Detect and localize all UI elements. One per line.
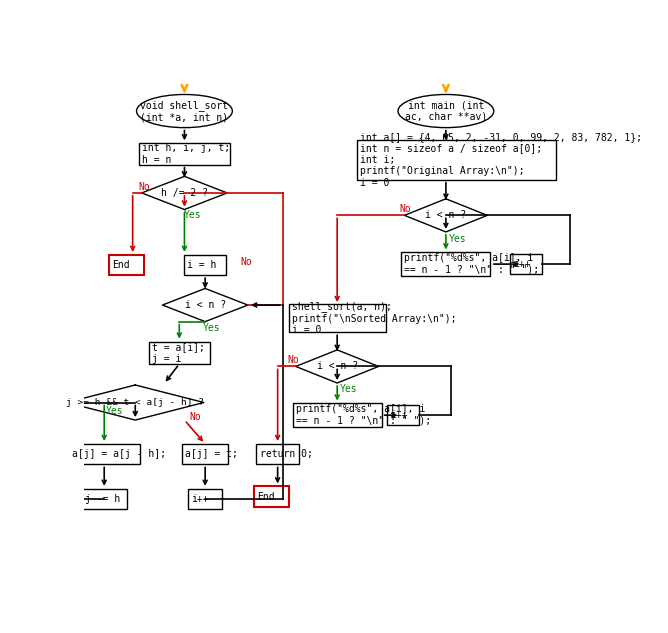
Text: a[j] = a[j - h];: a[j] = a[j - h]; [71, 449, 166, 459]
Bar [357, 140, 556, 180]
Bar [254, 486, 289, 507]
Text: j >= h && t < a[j - h] ?: j >= h && t < a[j - h] ? [66, 398, 204, 407]
Text: No: No [287, 355, 299, 365]
Bar [109, 255, 144, 275]
Text: return 0;: return 0; [260, 449, 313, 459]
Text: int main (int
ac, char **av): int main (int ac, char **av) [405, 100, 487, 122]
Text: printf("%d%s", a[i], i
== n - 1 ? "\n" : " ");: printf("%d%s", a[i], i == n - 1 ? "\n" :… [405, 253, 540, 275]
Text: printf("%d%s", a[i], i
== n - 1 ? "\n" : " ");: printf("%d%s", a[i], i == n - 1 ? "\n" :… [296, 404, 431, 426]
Bar [257, 444, 299, 465]
Bar [293, 403, 381, 427]
Text: No: No [139, 182, 150, 192]
Text: int a[] = {4, 65, 2, -31, 0, 99, 2, 83, 782, 1};
int n = sizeof a / sizeof a[0];: int a[] = {4, 65, 2, -31, 0, 99, 2, 83, … [359, 132, 642, 188]
Text: void shell_sort
(int *a, int n): void shell_sort (int *a, int n) [140, 100, 228, 122]
Text: t = a[i];
j = i: t = a[i]; j = i [152, 342, 204, 363]
Text: i = h: i = h [187, 260, 216, 270]
Bar [184, 255, 226, 275]
Bar [510, 254, 542, 274]
Bar [401, 252, 490, 276]
Text: Yes: Yes [448, 234, 466, 244]
Text: h /= 2 ?: h /= 2 ? [161, 188, 208, 198]
Text: No: No [399, 204, 411, 214]
Text: Yes: Yes [203, 323, 220, 333]
Bar [387, 405, 420, 425]
Text: End: End [112, 260, 130, 270]
Bar [149, 342, 210, 364]
Text: int h, i, j, t;
h = n: int h, i, j, t; h = n [142, 143, 230, 165]
Bar [81, 489, 127, 510]
Bar [69, 444, 140, 465]
Bar [188, 489, 222, 510]
Text: i < n ?: i < n ? [317, 361, 358, 372]
Text: No: No [189, 411, 200, 422]
Text: j -= h: j -= h [85, 494, 120, 504]
Text: i < n ?: i < n ? [426, 210, 466, 220]
Text: i++: i++ [513, 259, 531, 269]
Text: i++: i++ [192, 494, 209, 504]
Bar [139, 143, 230, 165]
Text: End: End [257, 492, 275, 501]
Text: Yes: Yes [106, 406, 124, 416]
Bar [182, 444, 228, 465]
Text: Yes: Yes [184, 210, 201, 220]
Bar [289, 304, 386, 332]
Text: a[j] = t;: a[j] = t; [186, 449, 238, 459]
Text: i++: i++ [391, 410, 408, 420]
Text: i < n ?: i < n ? [184, 300, 226, 310]
Text: Yes: Yes [340, 384, 357, 394]
Text: shell_sort(a, n);
printf("\nSorted Array:\n");
i = 0: shell_sort(a, n); printf("\nSorted Array… [292, 301, 456, 335]
Text: No: No [240, 257, 253, 267]
